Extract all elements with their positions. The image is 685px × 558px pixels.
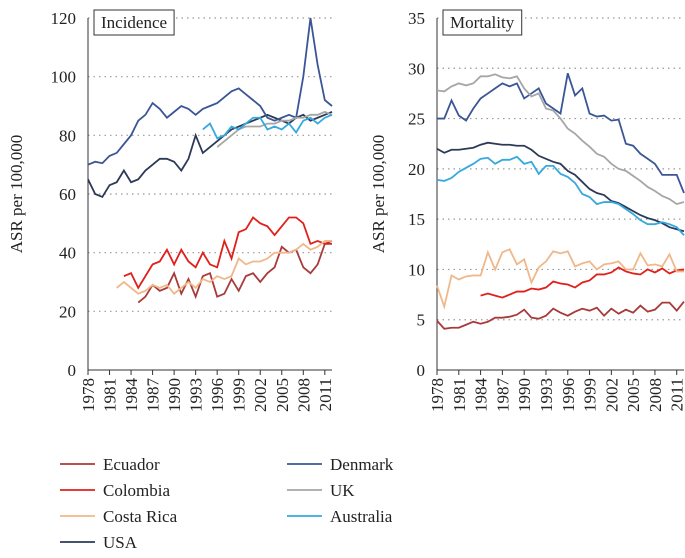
y-tick-label: 80: [59, 126, 76, 145]
y-tick-label: 40: [59, 244, 76, 263]
y-axis-label: ASR per 100,000: [369, 135, 388, 254]
x-tick-label: 2005: [624, 378, 643, 412]
series-line: [216, 110, 333, 148]
series-line: [436, 155, 685, 236]
y-tick-label: 0: [417, 361, 426, 380]
y-tick-label: 120: [51, 9, 77, 28]
legend-label: Ecuador: [103, 455, 160, 474]
legend-label: Denmark: [330, 455, 394, 474]
y-axis-label: ASR per 100,000: [7, 135, 26, 254]
y-tick-label: 15: [408, 210, 425, 229]
x-tick-label: 1999: [230, 378, 249, 412]
x-tick-label: 2011: [668, 378, 685, 411]
y-tick-label: 35: [408, 9, 425, 28]
series-line: [436, 141, 685, 233]
panel-title: Incidence: [101, 13, 167, 32]
legend-label: Australia: [330, 507, 393, 526]
y-tick-label: 100: [51, 68, 77, 87]
legend-label: UK: [330, 481, 355, 500]
x-tick-label: 1981: [450, 378, 469, 412]
series-line: [436, 73, 685, 206]
x-tick-label: 2008: [646, 378, 665, 412]
x-tick-label: 1996: [559, 378, 578, 412]
series-line: [116, 240, 332, 295]
x-tick-label: 1990: [515, 378, 534, 412]
y-tick-label: 20: [408, 160, 425, 179]
x-tick-label: 1987: [493, 378, 512, 413]
series-line: [137, 242, 332, 304]
x-tick-label: 1993: [187, 378, 206, 412]
x-tick-label: 1978: [428, 378, 447, 412]
y-tick-label: 20: [59, 302, 76, 321]
x-tick-label: 1990: [165, 378, 184, 412]
panel-title-box: [93, 9, 175, 36]
series-line: [87, 111, 333, 199]
y-tick-label: 0: [68, 361, 77, 380]
x-tick-label: 1978: [79, 378, 98, 412]
x-tick-label: 2008: [294, 378, 313, 412]
x-tick-label: 1981: [101, 378, 120, 412]
y-tick-label: 25: [408, 110, 425, 129]
legend-label: USA: [103, 533, 138, 552]
x-tick-label: 1984: [122, 378, 141, 413]
legend: Ecuador Colombia Costa Rica USA Denmark UK Aus…: [60, 455, 394, 552]
x-tick-label: 1984: [472, 378, 491, 413]
x-tick-label: 1999: [581, 378, 600, 412]
series-line: [436, 301, 685, 330]
series-line: [87, 17, 333, 166]
y-tick-label: 5: [417, 311, 426, 330]
x-tick-label: 2002: [251, 378, 270, 412]
y-tick-label: 60: [59, 185, 76, 204]
y-tick-label: 30: [408, 59, 425, 78]
series-line: [123, 216, 333, 290]
x-tick-label: 2005: [273, 378, 292, 412]
x-tick-label: 1987: [144, 378, 163, 413]
series-line: [436, 248, 684, 310]
series-line: [202, 113, 333, 140]
legend-label: Costa Rica: [103, 507, 178, 526]
series-line: [480, 266, 685, 299]
x-tick-label: 1993: [537, 378, 556, 412]
panel-title-box: [442, 9, 523, 36]
y-tick-label: 10: [408, 260, 425, 279]
panel-title: Mortality: [450, 13, 515, 32]
series-line: [437, 73, 685, 194]
x-tick-label: 2011: [316, 378, 335, 411]
x-tick-label: 1996: [208, 378, 227, 412]
legend-label: Colombia: [103, 481, 171, 500]
x-tick-label: 2002: [602, 378, 621, 412]
